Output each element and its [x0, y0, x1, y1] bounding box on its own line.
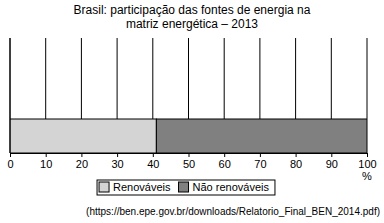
- legend-label: Não renováveis: [193, 181, 270, 193]
- tick-label: 100: [358, 158, 376, 170]
- bar-segment: [156, 119, 367, 153]
- tick: 20: [76, 153, 88, 170]
- title: Brasil: participação das fontes de energ…: [74, 3, 311, 31]
- legend-swatch: [99, 182, 109, 192]
- x-axis-title: %: [362, 170, 372, 182]
- bar-segment: [10, 119, 156, 153]
- x-axis-line: [11, 154, 368, 158]
- tick-mark: [331, 153, 332, 157]
- tick-mark: [260, 153, 261, 157]
- tick-label: 40: [147, 158, 159, 170]
- grid-line: [10, 38, 11, 153]
- legend-item: Não renováveis: [179, 181, 270, 193]
- legend-swatch: [179, 182, 189, 192]
- tick-mark: [224, 153, 225, 157]
- tick-label: 0: [7, 158, 13, 170]
- tick-mark: [296, 153, 297, 157]
- tick: 40: [147, 153, 159, 170]
- tick-mark: [10, 153, 11, 157]
- tick: 70: [254, 153, 266, 170]
- tick-label: 10: [40, 158, 52, 170]
- chart: Brasil: participação das fontes de energ…: [0, 0, 384, 223]
- tick-mark: [189, 153, 190, 157]
- tick-label: 70: [254, 158, 266, 170]
- tick-mark: [153, 153, 154, 157]
- tick: 30: [111, 153, 123, 170]
- legend-item: Renováveis: [99, 181, 171, 193]
- title-line: Brasil: participação das fontes de energ…: [74, 3, 311, 17]
- tick-mark: [46, 153, 47, 157]
- tick: 100: [358, 153, 376, 170]
- tick-label: 90: [326, 158, 338, 170]
- tick: 0: [7, 153, 13, 170]
- bars: [10, 119, 367, 153]
- grid: [10, 38, 367, 153]
- tick: 50: [183, 153, 195, 170]
- tick-mark: [81, 153, 82, 157]
- tick-label: 60: [219, 158, 231, 170]
- legend: Renováveis Não renováveis: [97, 180, 275, 195]
- tick-label: 30: [111, 158, 123, 170]
- tick: 80: [290, 153, 302, 170]
- x-axis: 0 10 20 30 40 50 60 70 80 90 100: [7, 153, 376, 170]
- frame-left: [10, 38, 11, 153]
- legend-label: Renováveis: [113, 181, 171, 193]
- tick: 10: [40, 153, 52, 170]
- tick: 60: [219, 153, 231, 170]
- source-note: (https://ben.epe.gov.br/downloads/Relato…: [86, 206, 380, 217]
- tick-mark: [367, 153, 368, 157]
- tick-mark: [117, 153, 118, 157]
- tick: 90: [326, 153, 338, 170]
- tick-label: 20: [76, 158, 88, 170]
- tick-label: 80: [290, 158, 302, 170]
- legend-frame: [97, 180, 275, 195]
- title-line: matriz energética – 2013: [126, 17, 258, 31]
- tick-label: 50: [183, 158, 195, 170]
